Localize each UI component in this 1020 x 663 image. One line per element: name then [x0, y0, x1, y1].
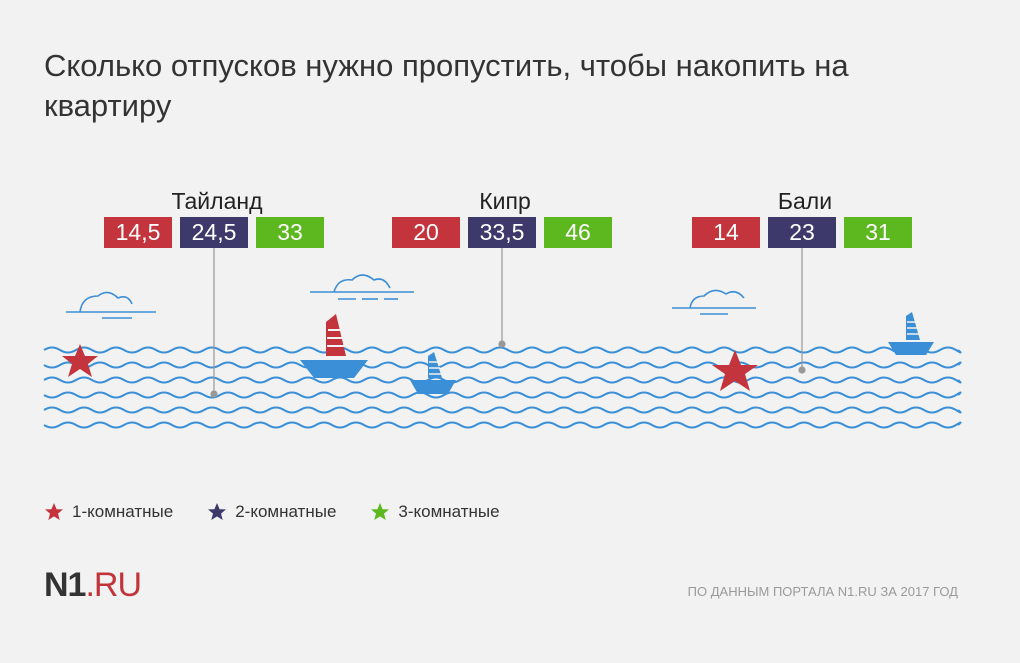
star-icon [45, 503, 63, 520]
legend-item-3-room: 3-комнатные [370, 502, 500, 522]
wave-line [43, 346, 962, 354]
star-icon [371, 503, 390, 520]
legend-item-2-room: 2-комнатные [207, 502, 336, 522]
value-box-2-room: 33,5 [468, 217, 536, 248]
logo-suffix: .RU [85, 566, 142, 604]
wave-line [43, 361, 962, 369]
wave-line [43, 376, 962, 384]
cloud-icon [672, 289, 756, 315]
boat-icon [300, 314, 368, 378]
star-icon [712, 350, 758, 391]
wave-line [43, 406, 962, 414]
value-box-2-room: 23 [768, 217, 836, 248]
logo: N1.RU [44, 566, 142, 605]
leader-lines [210, 248, 806, 398]
value-box-3-room: 33 [256, 217, 324, 248]
legend: 1-комнатные 2-комнатные 3-комнатные [44, 502, 500, 522]
cloud-icon [66, 291, 156, 319]
value-box-1-room: 14,5 [104, 217, 172, 248]
value-box-3-room: 46 [544, 217, 612, 248]
group-thailand: Тайланд 14,5 24,5 33 [104, 186, 344, 248]
legend-label: 2-комнатные [235, 502, 337, 521]
group-label: Тайланд [171, 188, 263, 214]
star-icon [208, 503, 227, 520]
group-bali: Бали 14 23 31 [692, 186, 932, 248]
group-cyprus: Кипр 20 33,5 46 [392, 186, 632, 248]
group-label: Бали [777, 188, 833, 214]
star-icon [62, 344, 98, 377]
legend-item-1-room: 1-комнатные [44, 502, 173, 522]
wave-line [43, 391, 962, 399]
wave-line [43, 421, 962, 429]
waves [43, 346, 962, 429]
value-box-2-room: 24,5 [180, 217, 248, 248]
boat-icon [410, 352, 456, 394]
legend-label: 1-комнатные [72, 502, 174, 521]
value-box-1-room: 14 [692, 217, 760, 248]
cloud-icon [310, 274, 414, 300]
group-label: Кипр [479, 188, 531, 214]
page-title: Сколько отпусков нужно пропустить, чтобы… [44, 48, 849, 123]
boat-icon [888, 312, 934, 355]
legend-label: 3-комнатные [398, 502, 500, 521]
source-note: ПО ДАННЫМ ПОРТАЛА N1.RU ЗА 2017 ГОД [687, 584, 958, 599]
value-box-3-room: 31 [844, 217, 912, 248]
logo-main: N1 [44, 566, 86, 604]
value-box-1-room: 20 [392, 217, 460, 248]
